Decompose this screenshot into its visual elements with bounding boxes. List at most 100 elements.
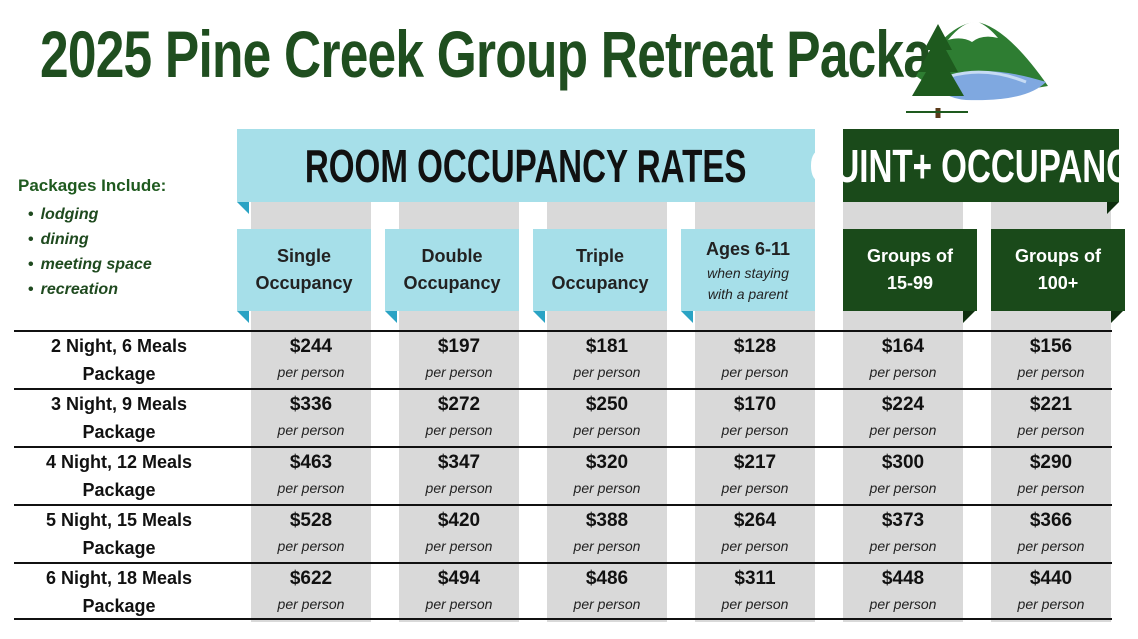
price: $347 [437, 452, 481, 473]
per-person: per person [869, 422, 937, 438]
package-line: 2 Night, 6 Meals [50, 336, 188, 356]
price-cell: $463 per person [251, 448, 371, 504]
per-person: per person [425, 538, 493, 554]
col-header-line: Occupancy [255, 273, 353, 293]
includes-title: Packages Include: [18, 176, 167, 195]
price: $128 [733, 336, 777, 357]
price-cell: $181 per person [547, 332, 667, 388]
price-cell: $448 per person [843, 564, 963, 620]
price-cell: $388 per person [547, 506, 667, 562]
per-person: per person [425, 480, 493, 496]
per-person: per person [425, 422, 493, 438]
quint-occupancy-banner: QUINT+ OCCUPANCY [810, 129, 1138, 202]
price: $486 [585, 568, 629, 589]
package-name: 2 Night, 6 Meals Package [14, 332, 224, 388]
price: $440 [1029, 568, 1073, 589]
price: $320 [585, 452, 629, 473]
price: $311 [734, 568, 776, 589]
col-header-single: Single Occupancy [237, 229, 371, 311]
price: $224 [881, 394, 925, 415]
price: $448 [881, 568, 925, 589]
col-header-line: Groups of [1015, 246, 1101, 266]
price-cell: $170 per person [695, 390, 815, 446]
price: $300 [881, 452, 925, 473]
per-person: per person [277, 364, 345, 380]
per-person: per person [1017, 596, 1085, 612]
quint-occupancy-banner-text: QUINT+ OCCUPANCY [809, 139, 1138, 192]
per-person: per person [1017, 538, 1085, 554]
price: $388 [585, 510, 629, 531]
price-cell: $440 per person [991, 564, 1111, 620]
header-fold [963, 311, 975, 323]
price-cell: $156 per person [991, 332, 1111, 388]
package-name: 5 Night, 15 Meals Package [14, 506, 224, 562]
per-person: per person [869, 538, 937, 554]
include-item: meeting space [28, 252, 238, 277]
price: $290 [1029, 452, 1073, 473]
col-header-line: Ages 6-11 [705, 238, 791, 259]
per-person: per person [277, 422, 345, 438]
price: $264 [733, 510, 777, 531]
col-header-line: Occupancy [551, 273, 649, 293]
col-header-triple: Triple Occupancy [533, 229, 667, 311]
per-person: per person [573, 480, 641, 496]
per-person: per person [721, 480, 789, 496]
price: $221 [1029, 394, 1073, 415]
page-title: 2025 Pine Creek Group Retreat Packages [40, 17, 1018, 91]
package-name: 4 Night, 12 Meals Package [14, 448, 224, 504]
rates-table: 2 Night, 6 Meals Package $244 per person … [14, 330, 1112, 620]
price-cell: $244 per person [251, 332, 371, 388]
col-header-line: Groups of [867, 246, 953, 266]
per-person: per person [573, 422, 641, 438]
col-header-line: 100+ [1037, 273, 1079, 293]
col-header-line: Occupancy [403, 273, 501, 293]
price-cell: $300 per person [843, 448, 963, 504]
price-cell: $366 per person [991, 506, 1111, 562]
price-cell: $221 per person [991, 390, 1111, 446]
col-header-line: Triple [575, 246, 624, 266]
price: $528 [289, 510, 333, 531]
price: $622 [289, 568, 333, 589]
pine-tree-mountain-logo-icon [906, 21, 1048, 118]
package-line: 6 Night, 18 Meals [45, 568, 193, 588]
banner-fold [1107, 202, 1119, 214]
per-person: per person [277, 596, 345, 612]
per-person: per person [573, 364, 641, 380]
price-cell: $264 per person [695, 506, 815, 562]
per-person: per person [425, 364, 493, 380]
col-header-subline: with a parent [707, 285, 789, 302]
col-header-ages-6-11: Ages 6-11 when staying with a parent [681, 229, 815, 311]
price-cell: $494 per person [399, 564, 519, 620]
price: $156 [1029, 336, 1073, 357]
per-person: per person [425, 596, 493, 612]
price: $272 [437, 394, 481, 415]
packages-include: Packages Include: lodging dining meeting… [18, 176, 238, 302]
per-person: per person [1017, 422, 1085, 438]
header-fold [385, 311, 397, 323]
col-header-line: Double [421, 246, 483, 266]
price: $250 [585, 394, 629, 415]
col-header-double: Double Occupancy [385, 229, 519, 311]
per-person: per person [573, 596, 641, 612]
price: $181 [585, 336, 629, 357]
col-header-line: Single [276, 246, 331, 266]
room-occupancy-banner: ROOM OCCUPANCY RATES [237, 129, 815, 202]
room-occupancy-banner-text: ROOM OCCUPANCY RATES [305, 139, 747, 192]
package-line: Package [82, 422, 156, 442]
price: $366 [1029, 510, 1073, 531]
includes-list: lodging dining meeting space recreation [18, 202, 238, 302]
price-cell: $420 per person [399, 506, 519, 562]
per-person: per person [1017, 480, 1085, 496]
price-cell: $164 per person [843, 332, 963, 388]
header-fold [681, 311, 693, 323]
price-cell: $290 per person [991, 448, 1111, 504]
price-cell: $250 per person [547, 390, 667, 446]
package-line: 4 Night, 12 Meals [45, 452, 193, 472]
per-person: per person [869, 364, 937, 380]
col-header-groups-15-99: Groups of 15-99 [843, 229, 977, 311]
include-item: dining [28, 227, 238, 252]
package-line: Package [82, 596, 156, 616]
per-person: per person [573, 538, 641, 554]
include-item: recreation [28, 277, 238, 302]
price: $244 [289, 336, 333, 357]
